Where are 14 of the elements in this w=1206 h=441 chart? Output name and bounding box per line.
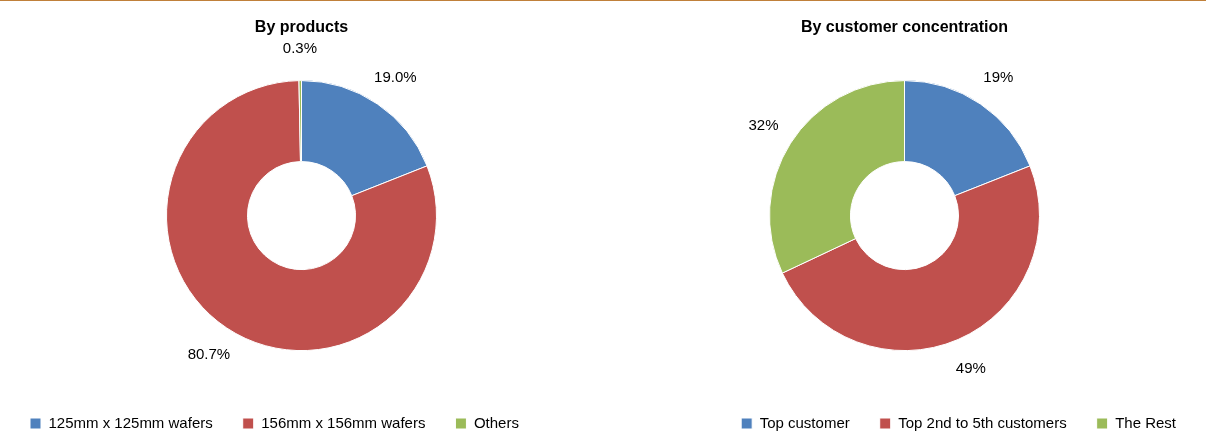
legend-label: Top 2nd to 5th customers [898,413,1067,431]
chart-title: By products [254,18,349,36]
legend-label: Top customer [759,413,850,431]
data-label: 32% [748,116,779,134]
data-label: 19% [983,67,1014,85]
data-label: 80.7% [187,344,231,362]
legend-label: Others [473,413,519,431]
legend-label: 125mm x 125mm wafers [48,413,213,431]
data-label: 0.3% [282,38,318,56]
data-label: 49% [955,359,986,377]
chart-title: By customer concentration [800,18,1009,36]
data-label: 19.0% [374,67,417,85]
legend-label: The Rest [1115,413,1177,431]
legend-label: 156mm x 156mm wafers [261,413,426,431]
